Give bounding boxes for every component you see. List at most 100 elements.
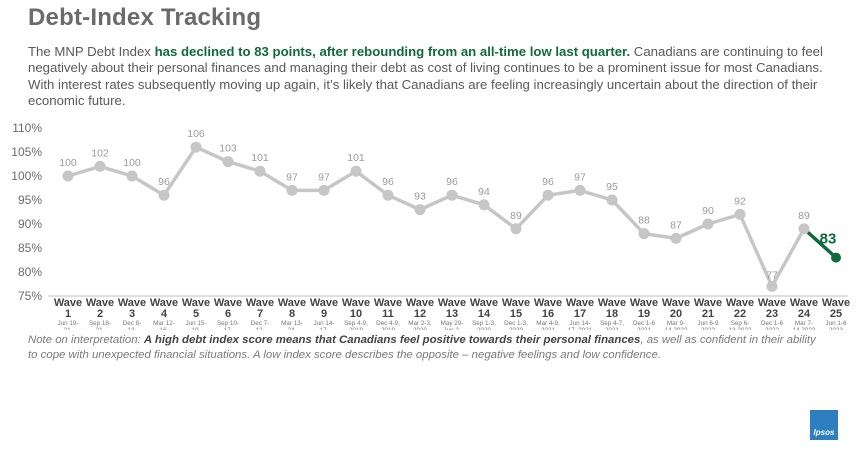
x-date-label: Mar 2-3,: [408, 320, 432, 327]
data-label: 95: [606, 181, 618, 193]
x-wave-number: 16: [542, 308, 554, 320]
data-point: [190, 141, 202, 153]
x-wave-number: 18: [606, 308, 618, 320]
x-date-label: Mar 13-: [281, 320, 303, 327]
x-wave-number: 2: [97, 308, 103, 320]
y-tick-label: 100%: [11, 169, 42, 183]
x-date-label: 16,: [160, 327, 169, 330]
x-wave-number: 1: [65, 308, 71, 320]
x-wave-number: 13: [446, 308, 458, 320]
data-point: [831, 252, 841, 263]
data-label: 96: [542, 176, 554, 188]
intro-highlight: has declined to 83 points, after rebound…: [154, 44, 631, 59]
interpretation-note: Note on interpretation: A high debt inde…: [28, 333, 828, 363]
x-wave-number: 14: [478, 308, 491, 320]
y-tick-label: 80%: [18, 265, 42, 279]
y-tick-label: 105%: [11, 145, 42, 159]
x-wave-number: 6: [225, 308, 231, 320]
intro-rest: Canadians are continuing to feel negativ…: [28, 44, 823, 109]
data-point: [286, 184, 298, 196]
x-wave-word: Wave: [502, 297, 530, 309]
data-point: [158, 189, 170, 201]
x-wave-number: 3: [129, 308, 135, 320]
data-label: 97: [318, 171, 330, 183]
x-wave-number: 11: [382, 308, 394, 320]
x-wave-word: Wave: [566, 297, 594, 309]
x-date-label: 14 2022: [665, 327, 688, 330]
x-wave-number: 17: [574, 308, 586, 320]
data-label: 77: [766, 269, 778, 281]
x-wave-word: Wave: [150, 297, 178, 309]
x-date-label: 17, 2021: [568, 327, 593, 330]
x-wave-word: Wave: [182, 297, 210, 309]
x-date-label: 2021: [605, 327, 620, 330]
x-wave-word: Wave: [214, 297, 242, 309]
x-wave-number: 24: [798, 308, 811, 320]
data-label: 88: [638, 215, 650, 227]
x-date-label: 13,: [128, 327, 137, 330]
data-label-latest: 83: [820, 231, 837, 248]
x-date-label: Sep 4-7,: [600, 320, 624, 327]
x-date-label: Sep 10-: [217, 320, 239, 327]
data-point: [382, 189, 394, 201]
data-point: [254, 165, 266, 177]
x-wave-word: Wave: [342, 297, 370, 309]
intro-paragraph: The MNP Debt Index has declined to 83 po…: [28, 44, 838, 110]
y-tick-label: 110%: [12, 121, 42, 135]
data-point: [734, 208, 746, 220]
ipsos-logo: Ipsos: [810, 410, 838, 440]
data-point: [318, 184, 330, 196]
x-date-label: Mar 12-: [153, 320, 175, 327]
x-date-label: 19,: [192, 327, 201, 330]
data-point: [94, 160, 106, 172]
x-date-label: Mar 4-9,: [536, 320, 560, 327]
data-label: 96: [446, 176, 458, 188]
x-wave-word: Wave: [374, 297, 402, 309]
x-wave-word: Wave: [118, 297, 146, 309]
x-date-label: 14 2023: [793, 327, 816, 330]
x-wave-number: 12: [414, 308, 426, 320]
x-date-label: Dec 7-: [251, 320, 270, 327]
x-date-label: Jun 19-: [57, 320, 78, 327]
data-point: [702, 218, 714, 230]
x-date-label: Sep 6-: [731, 320, 750, 327]
data-point: [670, 232, 682, 244]
page-title: Debt-Index Tracking: [28, 4, 262, 31]
data-label: 97: [286, 171, 298, 183]
data-point: [350, 165, 362, 177]
y-tick-label: 75%: [18, 289, 42, 303]
x-date-label: Mar 7-: [795, 320, 813, 327]
data-label: 96: [382, 176, 394, 188]
x-wave-word: Wave: [726, 297, 754, 309]
x-date-label: Jun 14-: [569, 320, 590, 327]
highlight-segment: [802, 227, 838, 259]
x-date-label: 13 2022: [729, 327, 752, 330]
x-date-label: Jun 1-6: [825, 320, 847, 327]
x-wave-number: 22: [734, 308, 746, 320]
series-line: [67, 145, 806, 289]
data-point: [766, 280, 778, 292]
note-rest: , as well as confident in their ability …: [28, 334, 816, 361]
x-wave-word: Wave: [406, 297, 434, 309]
x-wave-word: Wave: [790, 297, 818, 309]
x-date-label: Dec 4-9,: [376, 320, 400, 327]
x-wave-word: Wave: [310, 297, 338, 309]
data-point: [606, 194, 618, 206]
x-wave-number: 5: [193, 308, 199, 320]
data-label: 87: [670, 219, 682, 231]
data-label: 89: [798, 210, 810, 222]
x-wave-number: 9: [321, 308, 327, 320]
x-date-label: Dec 8-: [123, 320, 142, 327]
y-tick-label: 95%: [18, 193, 42, 207]
x-date-label: May 29-: [441, 320, 464, 327]
data-label: 93: [414, 191, 426, 203]
data-label: 103: [219, 143, 237, 155]
x-date-label: Dec 1-6: [761, 320, 784, 327]
data-point: [574, 184, 586, 196]
x-wave-number: 20: [670, 308, 682, 320]
x-wave-number: 23: [766, 308, 778, 320]
y-tick-label: 85%: [18, 241, 42, 255]
data-point: [478, 199, 490, 211]
data-label: 96: [158, 176, 170, 188]
data-label: 92: [734, 195, 746, 207]
